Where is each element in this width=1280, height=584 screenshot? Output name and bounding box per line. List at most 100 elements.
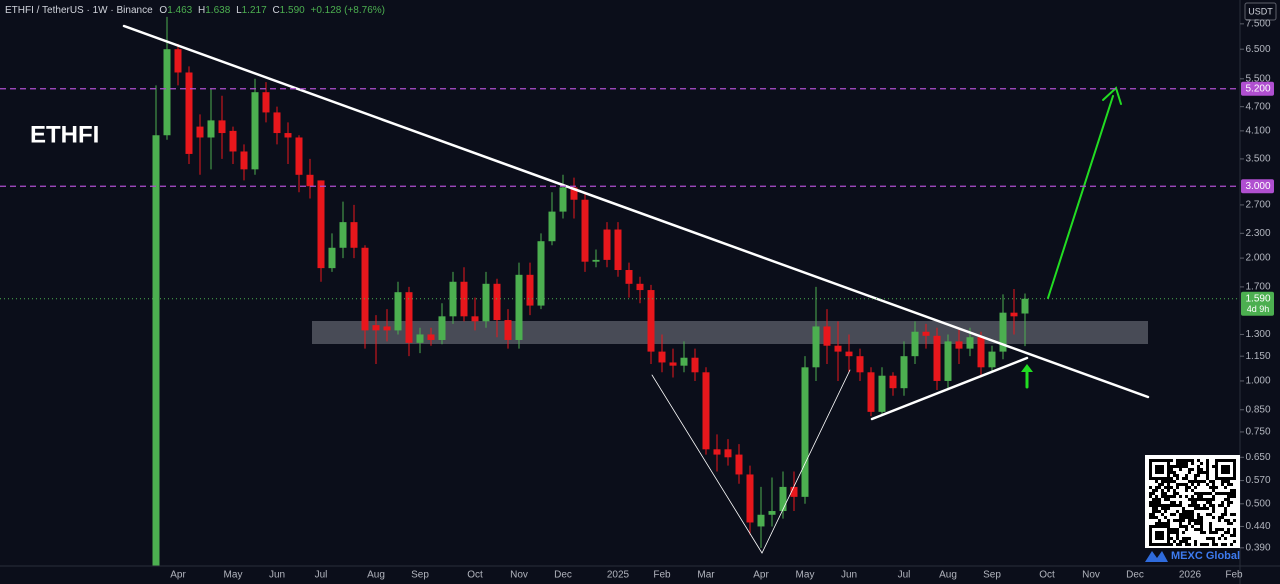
qr-module: [1200, 531, 1203, 534]
candle-body: [339, 222, 347, 248]
x-tick-label: Jul: [315, 570, 328, 581]
qr-module: [1233, 528, 1236, 531]
qr-module: [1149, 531, 1152, 534]
qr-module: [1200, 471, 1203, 474]
qr-module: [1173, 531, 1176, 534]
qr-module: [1197, 507, 1200, 510]
qr-module: [1206, 474, 1209, 477]
qr-module: [1194, 477, 1197, 480]
plot-area: [152, 16, 1029, 566]
qr-module: [1182, 519, 1185, 522]
qr-module: [1230, 513, 1233, 516]
qr-module: [1152, 501, 1155, 504]
candle-body: [834, 345, 842, 352]
qr-module: [1173, 501, 1176, 504]
qr-module: [1227, 495, 1230, 498]
qr-module: [1224, 465, 1227, 468]
candle-body: [724, 449, 732, 458]
qr-module: [1155, 510, 1158, 513]
qr-module: [1191, 468, 1194, 471]
qr-module: [1149, 540, 1152, 543]
qr-module: [1227, 501, 1230, 504]
qr-module: [1149, 468, 1152, 471]
x-tick-label: Aug: [939, 570, 957, 581]
qr-module: [1200, 495, 1203, 498]
candle-body: [823, 326, 831, 346]
candle-body: [548, 211, 556, 242]
qr-module: [1230, 495, 1233, 498]
qr-module: [1197, 468, 1200, 471]
qr-module: [1221, 528, 1224, 531]
qr-module: [1206, 468, 1209, 471]
ohlc-value: 1.217: [242, 5, 267, 16]
qr-module: [1170, 528, 1173, 531]
qr-module: [1200, 516, 1203, 519]
qr-module: [1164, 477, 1167, 480]
qr-module: [1149, 537, 1152, 540]
candle-body: [570, 187, 578, 200]
qr-module: [1224, 510, 1227, 513]
candle-body: [790, 486, 798, 497]
qr-module: [1155, 480, 1158, 483]
qr-module: [1200, 468, 1203, 471]
x-tick-label: Sep: [411, 570, 429, 581]
qr-module: [1209, 498, 1212, 501]
y-tick-label: 4.100: [1245, 126, 1270, 137]
qr-module: [1200, 492, 1203, 495]
qr-module: [1164, 492, 1167, 495]
qr-module: [1230, 501, 1233, 504]
candle-body: [889, 375, 897, 389]
candle-body: [922, 331, 930, 336]
qr-module: [1206, 513, 1209, 516]
candle-body: [1010, 312, 1018, 317]
qr-module: [1158, 522, 1161, 525]
qr-module: [1185, 483, 1188, 486]
qr-module: [1188, 537, 1191, 540]
trendline: [122, 24, 1150, 399]
candle-body: [163, 49, 171, 136]
qr-module: [1188, 498, 1191, 501]
qr-module: [1206, 459, 1209, 462]
candle-body: [603, 229, 611, 260]
candle-body: [207, 120, 215, 138]
y-tick-label: 0.500: [1245, 498, 1270, 509]
qr-module: [1161, 483, 1164, 486]
candle-body: [999, 312, 1007, 352]
qr-module: [1227, 480, 1230, 483]
qr-module: [1155, 501, 1158, 504]
qr-module: [1188, 519, 1191, 522]
qr-module: [1194, 522, 1197, 525]
qr-module: [1230, 492, 1233, 495]
qr-module: [1185, 477, 1188, 480]
x-tick-label: Sep: [983, 570, 1001, 581]
qr-module: [1173, 528, 1176, 531]
qr-module: [1221, 534, 1224, 537]
qr-module: [1200, 522, 1203, 525]
candle-body: [636, 283, 644, 291]
qr-module: [1179, 543, 1182, 546]
qr-module: [1197, 528, 1200, 531]
qr-module: [1167, 489, 1170, 492]
qr-module: [1173, 540, 1176, 543]
qr-module: [1206, 477, 1209, 480]
qr-module: [1173, 513, 1176, 516]
qr-module: [1200, 528, 1203, 531]
y-tick-label: 5.500: [1245, 73, 1270, 84]
chart-title: ETHFI: [30, 121, 99, 148]
qr-module: [1188, 480, 1191, 483]
qr-module: [1155, 489, 1158, 492]
qr-module: [1194, 498, 1197, 501]
qr-module: [1230, 489, 1233, 492]
qr-code: [1145, 455, 1240, 548]
qr-module: [1233, 474, 1236, 477]
candle-body: [361, 247, 369, 331]
qr-module: [1176, 462, 1179, 465]
qr-module: [1224, 531, 1227, 534]
qr-module: [1197, 513, 1200, 516]
qr-module: [1206, 465, 1209, 468]
qr-module: [1149, 534, 1152, 537]
candle-body: [735, 454, 743, 475]
x-tick-label: Jul: [898, 570, 911, 581]
qr-module: [1152, 477, 1155, 480]
qr-module: [1155, 531, 1158, 534]
